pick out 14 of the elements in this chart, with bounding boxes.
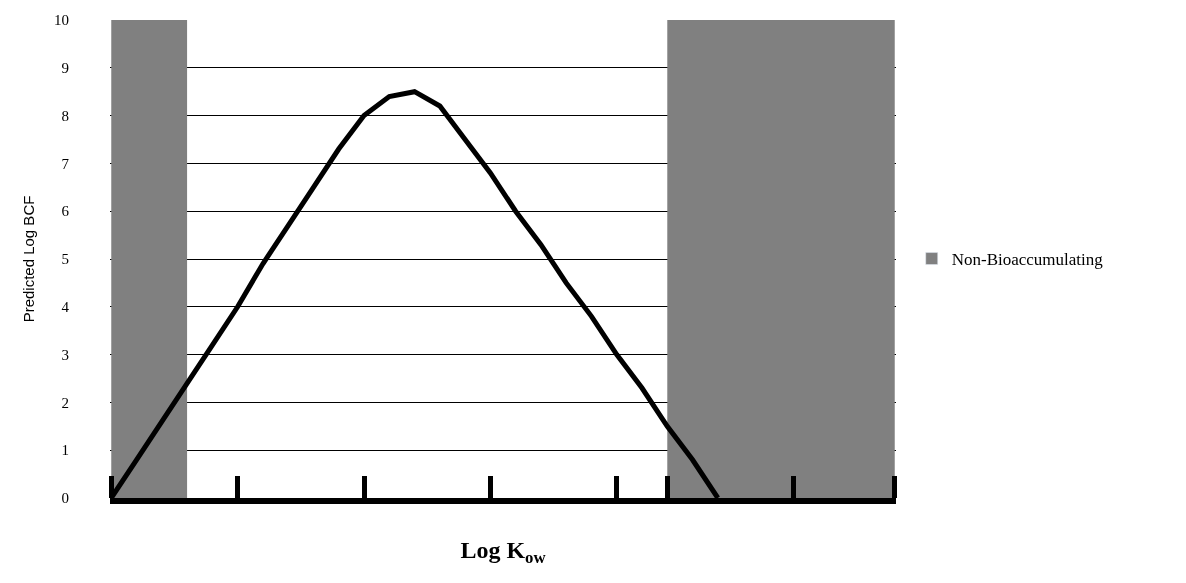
- y-tick-label: 4: [61, 299, 70, 316]
- y-tick-label: 6: [61, 203, 70, 220]
- y-tick-label: 0: [61, 490, 69, 507]
- y-tick-label: 5: [61, 251, 69, 268]
- y-tick-label: 8: [61, 107, 69, 124]
- legend-label: Non-Bioaccumulating: [951, 250, 1104, 270]
- y-tick-label: 2: [61, 394, 69, 411]
- y-tick-label: 3: [61, 346, 69, 363]
- y-axis-title: Predicted Log BCF: [20, 195, 38, 323]
- y-tick-label: 7: [61, 155, 70, 172]
- x-axis-title: Log K$_{ow}$: [460, 536, 547, 567]
- y-tick-label: 1: [61, 442, 69, 459]
- y-tick-label: 9: [61, 60, 69, 77]
- y-tick-label: 10: [54, 12, 69, 29]
